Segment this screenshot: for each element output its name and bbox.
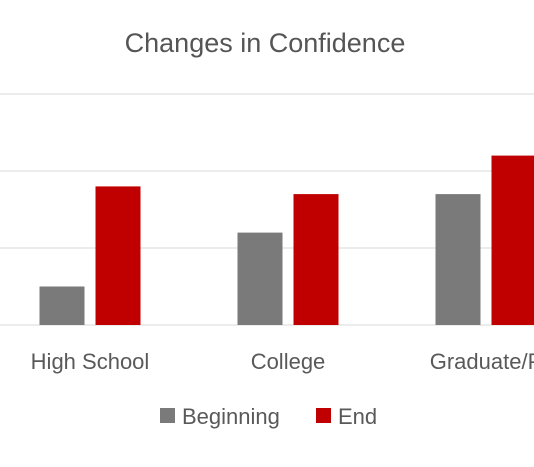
- legend: Beginning End: [160, 404, 377, 429]
- x-tick-label: College: [251, 349, 326, 374]
- x-tick-label: High School: [31, 349, 150, 374]
- bar-beginning-1: [238, 233, 283, 325]
- legend-swatch-end: [316, 408, 331, 423]
- bars: [40, 156, 534, 325]
- bar-beginning-2: [436, 194, 481, 325]
- bar-end-2: [492, 156, 534, 325]
- bar-beginning-0: [40, 287, 85, 326]
- legend-label-beginning: Beginning: [182, 404, 280, 429]
- legend-swatch-beginning: [160, 408, 175, 423]
- chart-title: Changes in Confidence: [125, 28, 406, 58]
- x-tick-label: Graduate/P: [430, 349, 534, 374]
- bar-end-0: [96, 186, 141, 325]
- legend-label-end: End: [338, 404, 377, 429]
- x-tick-labels: High School College Graduate/P: [31, 349, 534, 374]
- bar-end-1: [294, 194, 339, 325]
